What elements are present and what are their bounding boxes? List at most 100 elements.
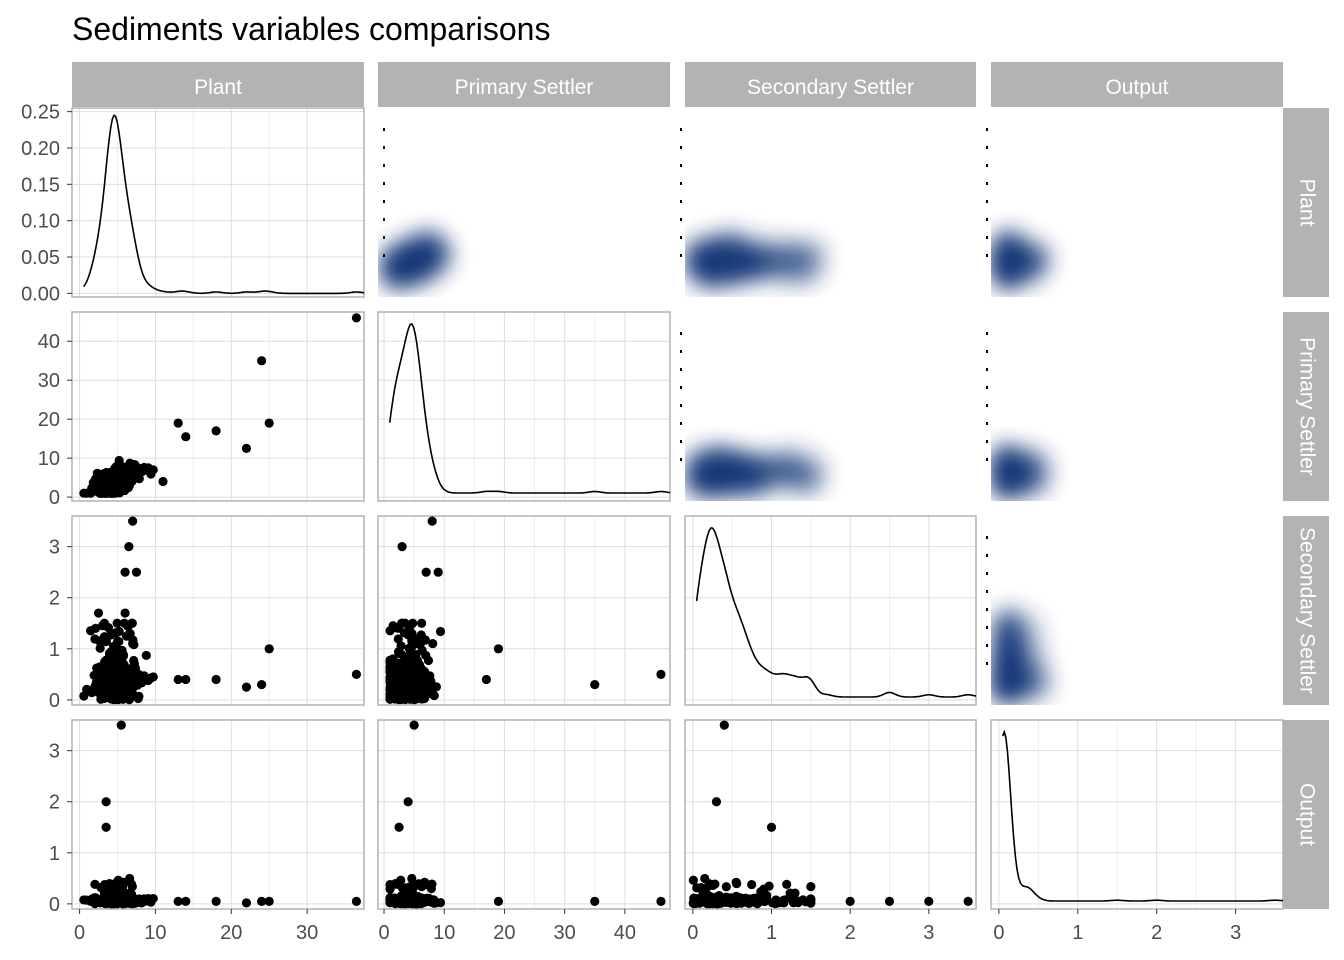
scatter-point xyxy=(120,608,130,618)
facet-label-row: Secondary Settler xyxy=(1295,527,1318,694)
y-tick-label: 1 xyxy=(49,639,60,661)
density-blob xyxy=(991,662,1023,695)
density-2d xyxy=(378,223,460,297)
scatter-point xyxy=(732,878,742,889)
scatter-point xyxy=(264,418,274,428)
scatter-point xyxy=(211,674,221,685)
x-tick-label: 0 xyxy=(687,922,698,944)
x-tick-label: 0 xyxy=(378,922,389,944)
panel-content xyxy=(388,323,670,494)
panel-border xyxy=(71,311,365,502)
scatter-point xyxy=(656,669,666,679)
rug-tick xyxy=(383,218,385,221)
scatter-point xyxy=(264,644,274,654)
scatter-point xyxy=(87,687,97,698)
scatter-point xyxy=(433,567,443,577)
gridlines xyxy=(378,720,670,909)
density-line xyxy=(1001,729,1283,902)
density-line xyxy=(388,323,670,494)
scatter-point xyxy=(173,674,183,685)
x-tick-label: 10 xyxy=(433,922,455,944)
x-tick-label: 20 xyxy=(493,922,515,944)
y-tick-label: 0 xyxy=(49,487,60,509)
rug-tick xyxy=(680,128,682,131)
scatter-point xyxy=(116,720,126,730)
x-tick-label: 0 xyxy=(74,922,85,944)
facet-label-row: Output xyxy=(1295,783,1318,846)
scatter-point xyxy=(590,896,600,906)
scatter-point xyxy=(181,896,191,906)
panel-0-0: 0.00 0.05 0.10 0.15 0.20 0.25 xyxy=(21,102,365,305)
y-tick-label: 0 xyxy=(49,894,60,916)
rug-tick xyxy=(986,536,988,539)
y-tick-label: 30 xyxy=(38,370,60,392)
rug-tick xyxy=(986,662,988,665)
scatter-point xyxy=(793,897,803,908)
density-blob xyxy=(991,454,1023,487)
scatter-point xyxy=(411,649,421,660)
scatter-point xyxy=(806,898,816,908)
panel-border xyxy=(684,719,977,910)
scatter-point xyxy=(124,542,134,552)
scatter-point xyxy=(397,542,407,552)
rug-tick xyxy=(383,236,385,239)
rug-tick xyxy=(680,200,682,203)
panel-1-0: 0 10 20 30 40 xyxy=(38,311,365,509)
facet-strip-col xyxy=(685,62,976,107)
panel-content xyxy=(79,313,362,498)
scatter-point xyxy=(90,681,101,691)
rug-tick xyxy=(383,146,385,149)
facet-strip-col xyxy=(991,62,1283,107)
rug-tick xyxy=(986,350,988,353)
gridlines xyxy=(685,516,976,705)
scatter-point xyxy=(181,432,191,442)
scatter-point xyxy=(211,896,221,906)
density-blob xyxy=(700,454,733,487)
scatter-point xyxy=(767,898,777,908)
scatter-point xyxy=(101,797,111,807)
panel-content xyxy=(385,516,666,705)
scatter-point xyxy=(107,673,117,683)
scatter-point xyxy=(708,897,718,907)
facet-label-col: Plant xyxy=(194,76,242,99)
rug-tick xyxy=(680,386,682,389)
panel-border xyxy=(377,719,671,910)
facet-label-row: Plant xyxy=(1295,179,1318,227)
scatter-point xyxy=(85,626,96,636)
panel-3-1: 0 10 20 30 40 xyxy=(377,719,671,944)
scatter-point xyxy=(427,516,437,526)
scatter-point xyxy=(397,618,408,628)
scatter-point xyxy=(101,822,111,832)
scatter-point xyxy=(264,896,274,906)
scatter-point xyxy=(173,418,183,428)
facet-strip-row xyxy=(1283,516,1329,705)
rug-tick xyxy=(986,200,988,203)
panel-border xyxy=(71,515,365,706)
scatter-point xyxy=(782,879,792,889)
scatter-point xyxy=(711,797,722,807)
y-tick-label: 10 xyxy=(38,448,60,470)
scatter-point xyxy=(394,648,405,658)
density-line xyxy=(695,527,976,698)
scatter-point xyxy=(385,686,395,696)
density-blob xyxy=(795,460,828,493)
scatter-point xyxy=(758,895,768,905)
scatter-point xyxy=(423,893,433,904)
rug-tick xyxy=(986,608,988,611)
rug-tick xyxy=(680,350,682,353)
y-tick-label: 0.20 xyxy=(21,138,60,160)
rug-tick xyxy=(383,128,385,131)
x-tick-label: 40 xyxy=(614,922,636,944)
scatter-point xyxy=(884,896,895,906)
scatter-point xyxy=(118,882,128,892)
facet-label-col: Secondary Settler xyxy=(747,76,914,99)
scatter-point xyxy=(719,720,729,730)
panel-content xyxy=(385,720,666,909)
scatter-point xyxy=(134,474,144,484)
scatter-point xyxy=(125,873,135,884)
scatter-point xyxy=(590,679,600,690)
facet-label-col: Primary Settler xyxy=(455,76,594,99)
scatter-point xyxy=(121,631,132,641)
scatter-point xyxy=(143,894,153,904)
